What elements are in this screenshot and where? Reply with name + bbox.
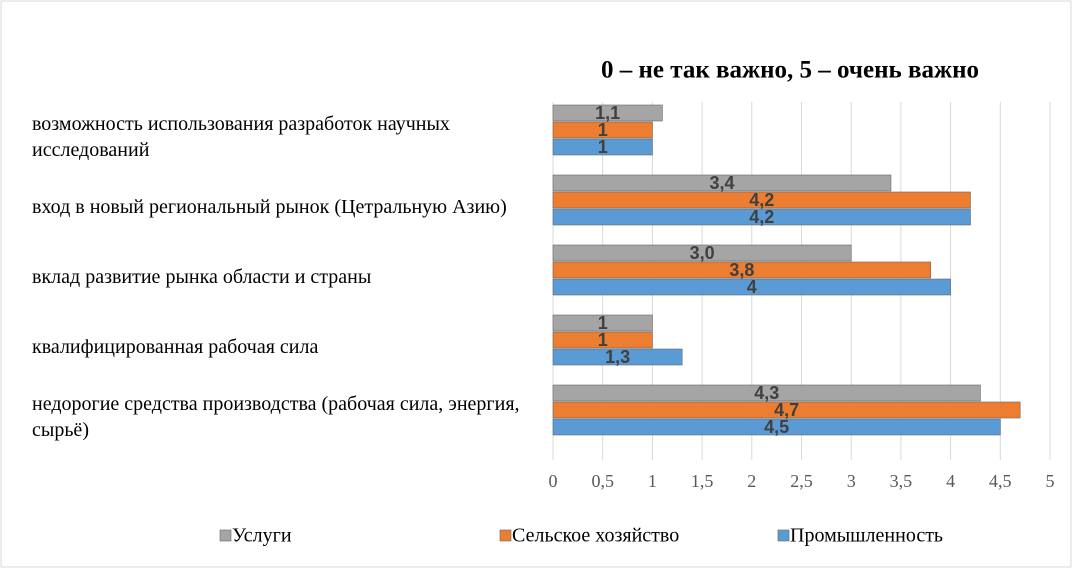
- chart-title: 0 – не так важно, 5 – очень важно: [601, 57, 979, 84]
- bar: [552, 314, 653, 332]
- data-label: 1,1: [595, 103, 620, 123]
- bar: [552, 348, 683, 366]
- data-label: 4: [747, 277, 757, 297]
- data-label: 3,4: [709, 173, 734, 193]
- bar: [552, 401, 1021, 419]
- x-tick-label: 2: [747, 471, 756, 491]
- category-label: вклад развитие рынка области и страны: [32, 266, 372, 288]
- legend-swatch: [219, 529, 232, 542]
- x-tick-label: 4: [946, 471, 955, 491]
- x-tick-label: 2,5: [790, 471, 813, 491]
- data-label: 1: [598, 120, 608, 140]
- data-label: 1: [598, 330, 608, 350]
- data-label: 3,8: [729, 260, 754, 280]
- data-label: 4,7: [774, 400, 799, 420]
- bar: [552, 191, 971, 209]
- x-tick-label: 1,5: [691, 471, 714, 491]
- x-tick-label: 3: [847, 471, 856, 491]
- x-tick-label: 3,5: [890, 471, 913, 491]
- legend-label: Сельское хозяйство: [512, 525, 679, 547]
- data-label: 1: [598, 313, 608, 333]
- bar: [552, 418, 1001, 436]
- data-label: 4,2: [749, 207, 774, 227]
- category-label: вход в новый региональный рынок (Цетраль…: [32, 196, 507, 218]
- x-tick-label: 0,5: [591, 471, 614, 491]
- data-label: 4,5: [764, 417, 789, 437]
- category-label: квалифицированная рабочая сила: [32, 336, 319, 358]
- bar: [552, 244, 852, 262]
- legend-label: Промышленность: [790, 525, 943, 547]
- x-tick-label: 1: [648, 471, 657, 491]
- legend-label: Услуги: [232, 525, 292, 547]
- data-label: 3,0: [690, 243, 715, 263]
- bar: [552, 121, 653, 139]
- legend-swatch: [499, 529, 512, 542]
- x-tick-label: 0: [549, 471, 558, 491]
- x-tick-label: 5: [1046, 471, 1055, 491]
- bar: [552, 208, 971, 226]
- bar: [552, 174, 892, 192]
- bar: [552, 278, 951, 296]
- data-label: 4,3: [754, 383, 779, 403]
- bar: [552, 104, 663, 122]
- data-label: 1: [598, 137, 608, 157]
- data-label: 4,2: [749, 190, 774, 210]
- x-tick-label: 4,5: [989, 471, 1012, 491]
- category-label: возможность использования разработок нау…: [32, 113, 450, 161]
- bar: [552, 331, 653, 349]
- legend-swatch: [777, 529, 790, 542]
- category-label: недорогие средства производства (рабочая…: [32, 393, 520, 441]
- bar: [552, 261, 932, 279]
- bar: [552, 138, 653, 156]
- data-label: 1,3: [605, 347, 630, 367]
- bar: [552, 384, 981, 402]
